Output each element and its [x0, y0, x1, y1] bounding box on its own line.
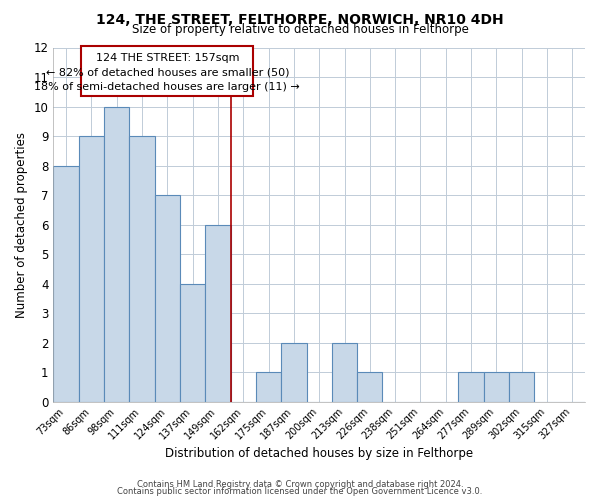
Text: Size of property relative to detached houses in Felthorpe: Size of property relative to detached ho…: [131, 24, 469, 36]
Bar: [357, 372, 382, 402]
Bar: [484, 372, 509, 402]
Bar: [53, 166, 79, 402]
Bar: [130, 136, 155, 402]
Bar: [104, 106, 130, 402]
Bar: [155, 195, 180, 402]
Bar: [205, 224, 230, 402]
Bar: [332, 342, 357, 402]
Text: Contains public sector information licensed under the Open Government Licence v3: Contains public sector information licen…: [118, 487, 482, 496]
Bar: [458, 372, 484, 402]
Text: 18% of semi-detached houses are larger (11) →: 18% of semi-detached houses are larger (…: [34, 82, 300, 92]
X-axis label: Distribution of detached houses by size in Felthorpe: Distribution of detached houses by size …: [165, 447, 473, 460]
Text: 124, THE STREET, FELTHORPE, NORWICH, NR10 4DH: 124, THE STREET, FELTHORPE, NORWICH, NR1…: [96, 12, 504, 26]
Bar: [281, 342, 307, 402]
Bar: [79, 136, 104, 402]
Text: Contains HM Land Registry data © Crown copyright and database right 2024.: Contains HM Land Registry data © Crown c…: [137, 480, 463, 489]
Text: 124 THE STREET: 157sqm: 124 THE STREET: 157sqm: [95, 54, 239, 64]
Text: ← 82% of detached houses are smaller (50): ← 82% of detached houses are smaller (50…: [46, 68, 289, 78]
Bar: [180, 284, 205, 402]
Bar: [509, 372, 535, 402]
Y-axis label: Number of detached properties: Number of detached properties: [15, 132, 28, 318]
FancyBboxPatch shape: [81, 46, 253, 96]
Bar: [256, 372, 281, 402]
